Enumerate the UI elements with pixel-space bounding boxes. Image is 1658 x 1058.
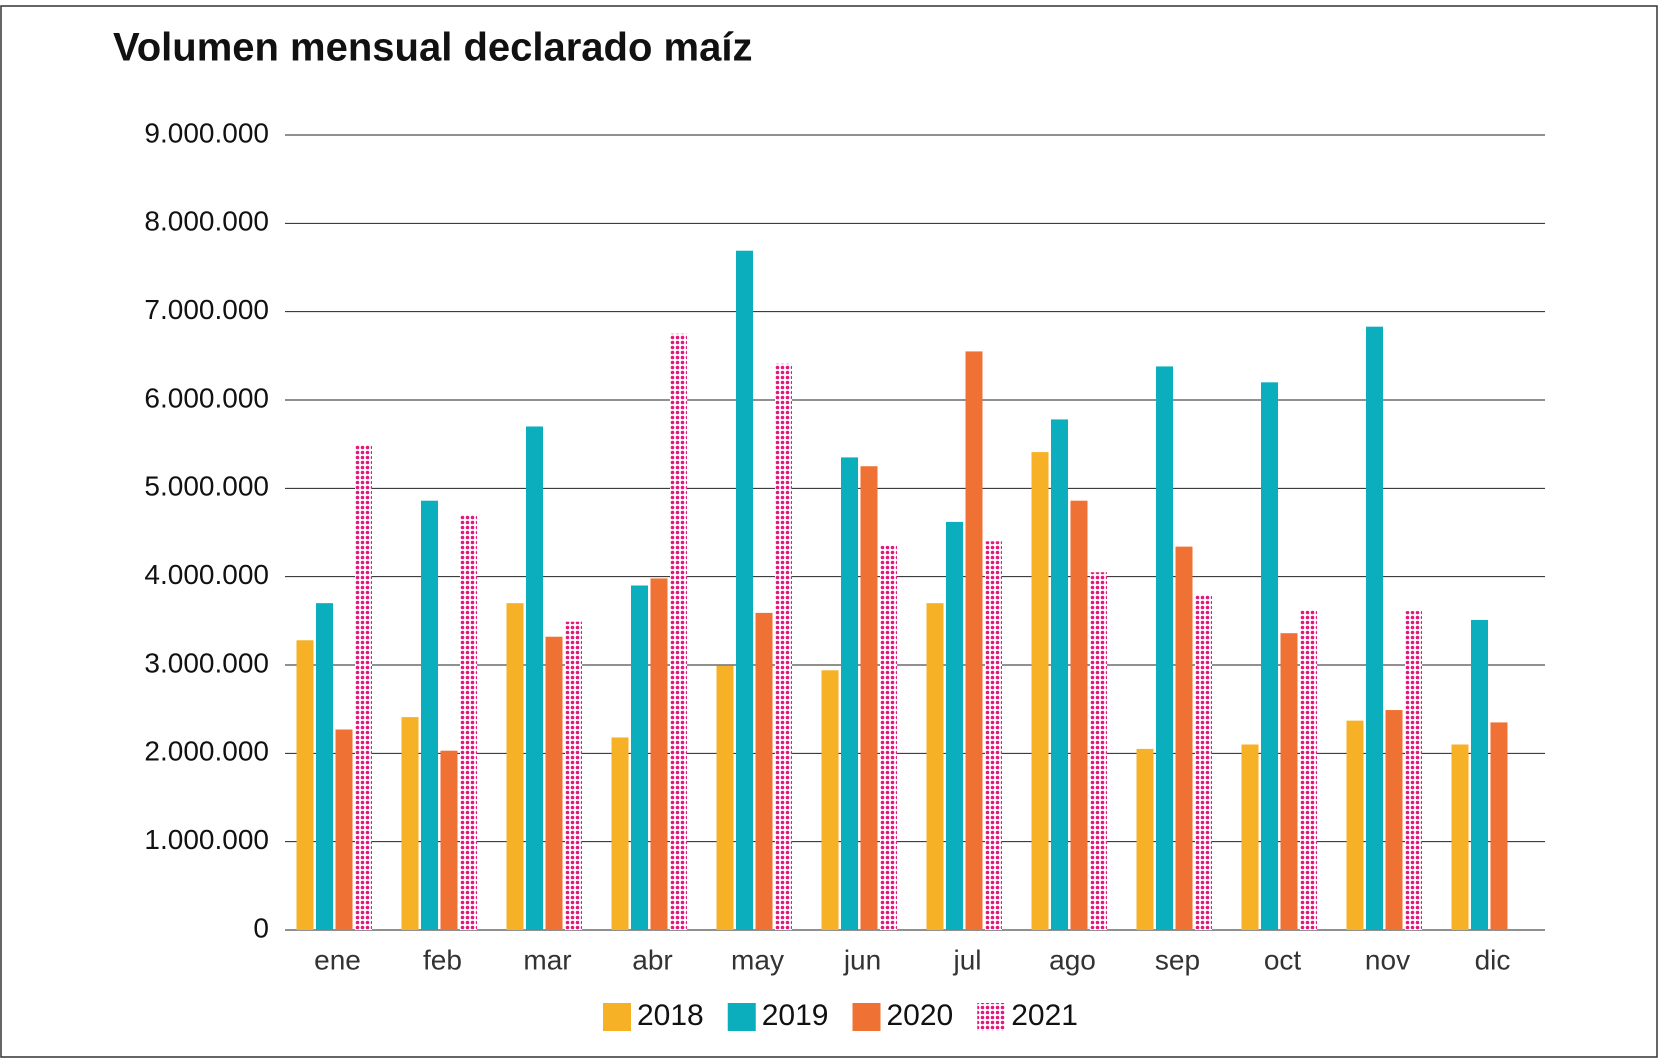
x-tick-label: may (731, 944, 784, 975)
bar (1136, 748, 1154, 930)
y-tick-label: 6.000.000 (144, 382, 269, 413)
y-tick-label: 7.000.000 (144, 294, 269, 325)
y-tick-label: 3.000.000 (144, 647, 269, 678)
bar (1471, 619, 1488, 930)
legend-swatch (727, 1003, 756, 1031)
bar (440, 750, 458, 930)
bar (1300, 610, 1317, 930)
bar (1031, 452, 1049, 930)
bar (775, 363, 792, 930)
bar (355, 445, 372, 930)
x-tick-label: dic (1475, 944, 1511, 975)
legend-label: 2020 (887, 999, 954, 1032)
bar (296, 640, 314, 930)
bar (946, 521, 963, 930)
bar (755, 612, 773, 930)
bar (1280, 633, 1298, 930)
bar (631, 585, 648, 930)
bar (965, 351, 983, 931)
bar (1070, 500, 1088, 930)
x-tick-label: oct (1264, 944, 1302, 975)
bar (1241, 744, 1259, 930)
x-tick-label: abr (632, 944, 672, 975)
bar (335, 729, 353, 930)
bar (1156, 366, 1173, 930)
y-tick-label: 5.000.000 (144, 471, 269, 502)
bar (1195, 595, 1212, 930)
x-tick-label: nov (1365, 944, 1410, 975)
bar (1490, 722, 1508, 930)
bar (1175, 546, 1193, 930)
bar (526, 426, 543, 930)
bar (1090, 572, 1107, 930)
bar (460, 514, 477, 930)
bar (565, 621, 582, 930)
y-tick-label: 9.000.000 (144, 117, 269, 148)
y-tick-label: 2.000.000 (144, 736, 269, 767)
bar (716, 665, 734, 930)
bar (821, 670, 839, 930)
bar (316, 603, 333, 930)
legend-swatch (977, 1003, 1006, 1031)
bar (1261, 382, 1278, 930)
legend-swatch (603, 1003, 631, 1031)
bar (985, 541, 1002, 930)
bar (401, 717, 419, 930)
x-tick-label: jul (952, 944, 981, 975)
bar (1451, 744, 1469, 930)
bar (841, 457, 858, 930)
bar (1346, 720, 1364, 930)
bar (1405, 611, 1422, 930)
bar (860, 466, 878, 930)
x-tick-label: feb (423, 944, 462, 975)
x-tick-label: jun (843, 944, 881, 975)
bar (670, 333, 687, 930)
legend-label: 2021 (1011, 999, 1078, 1032)
bar (421, 500, 438, 930)
bar (1366, 326, 1383, 930)
bar (545, 636, 563, 930)
bar (926, 603, 944, 930)
legend-label: 2018 (637, 999, 704, 1032)
bar (880, 545, 897, 930)
bar (506, 603, 524, 930)
y-tick-label: 8.000.000 (144, 206, 269, 237)
x-tick-label: ene (314, 944, 361, 975)
y-tick-label: 0 (253, 912, 269, 943)
bar (650, 578, 668, 930)
x-tick-label: ago (1049, 944, 1096, 975)
bar (611, 737, 629, 930)
bar (1051, 419, 1068, 930)
x-tick-label: sep (1155, 944, 1200, 975)
y-tick-label: 1.000.000 (144, 824, 269, 855)
x-tick-label: mar (523, 944, 571, 975)
legend-label: 2019 (762, 999, 829, 1032)
bar (1385, 710, 1403, 930)
chart-title: Volumen mensual declarado maíz (113, 26, 752, 70)
bar (736, 250, 753, 930)
y-tick-label: 4.000.000 (144, 559, 269, 590)
legend-swatch (852, 1003, 881, 1031)
